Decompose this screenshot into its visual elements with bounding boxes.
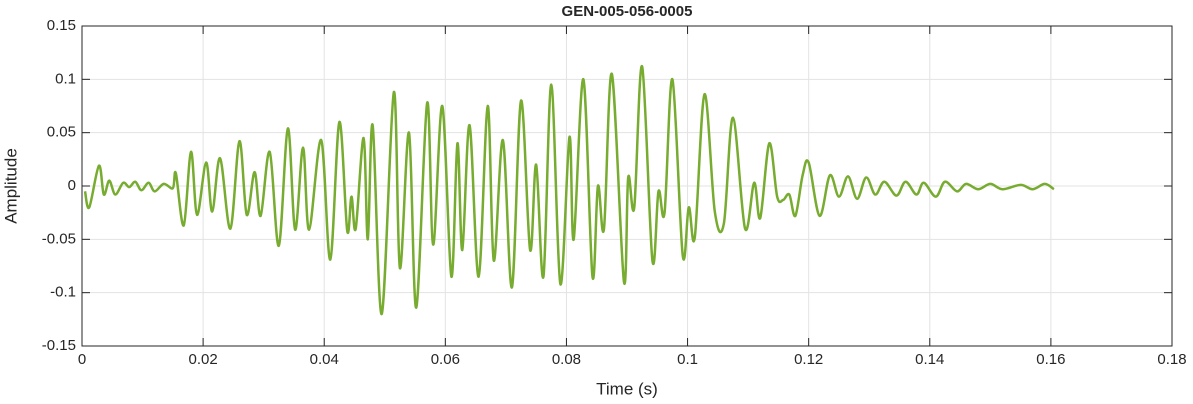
x-tick-label: 0.1 [677,351,698,368]
x-tick-label: 0.12 [794,351,823,368]
x-tick-label: 0.08 [552,351,581,368]
y-tick-label: -0.15 [42,337,76,354]
x-tick-label: 0.04 [310,351,339,368]
y-tick-label: 0.05 [47,124,76,141]
x-tick-label: 0 [78,351,86,368]
y-tick-label: 0.1 [55,70,76,87]
x-tick-label: 0.14 [915,351,944,368]
y-tick-label: -0.1 [50,284,76,301]
y-tick-label: 0.15 [47,17,76,34]
y-tick-label: 0 [68,177,76,194]
chart-title: GEN-005-056-0005 [562,3,693,20]
x-tick-label: 0.18 [1157,351,1186,368]
x-axis-label: Time (s) [596,379,658,398]
x-tick-label: 0.02 [189,351,218,368]
axes-box [81,25,1173,347]
y-tick-label: -0.05 [42,230,76,247]
x-tick-label: 0.16 [1036,351,1065,368]
y-axis-label: Amplitude [1,148,20,224]
x-tick-label: 0.06 [431,351,460,368]
signal-line [83,65,1055,316]
